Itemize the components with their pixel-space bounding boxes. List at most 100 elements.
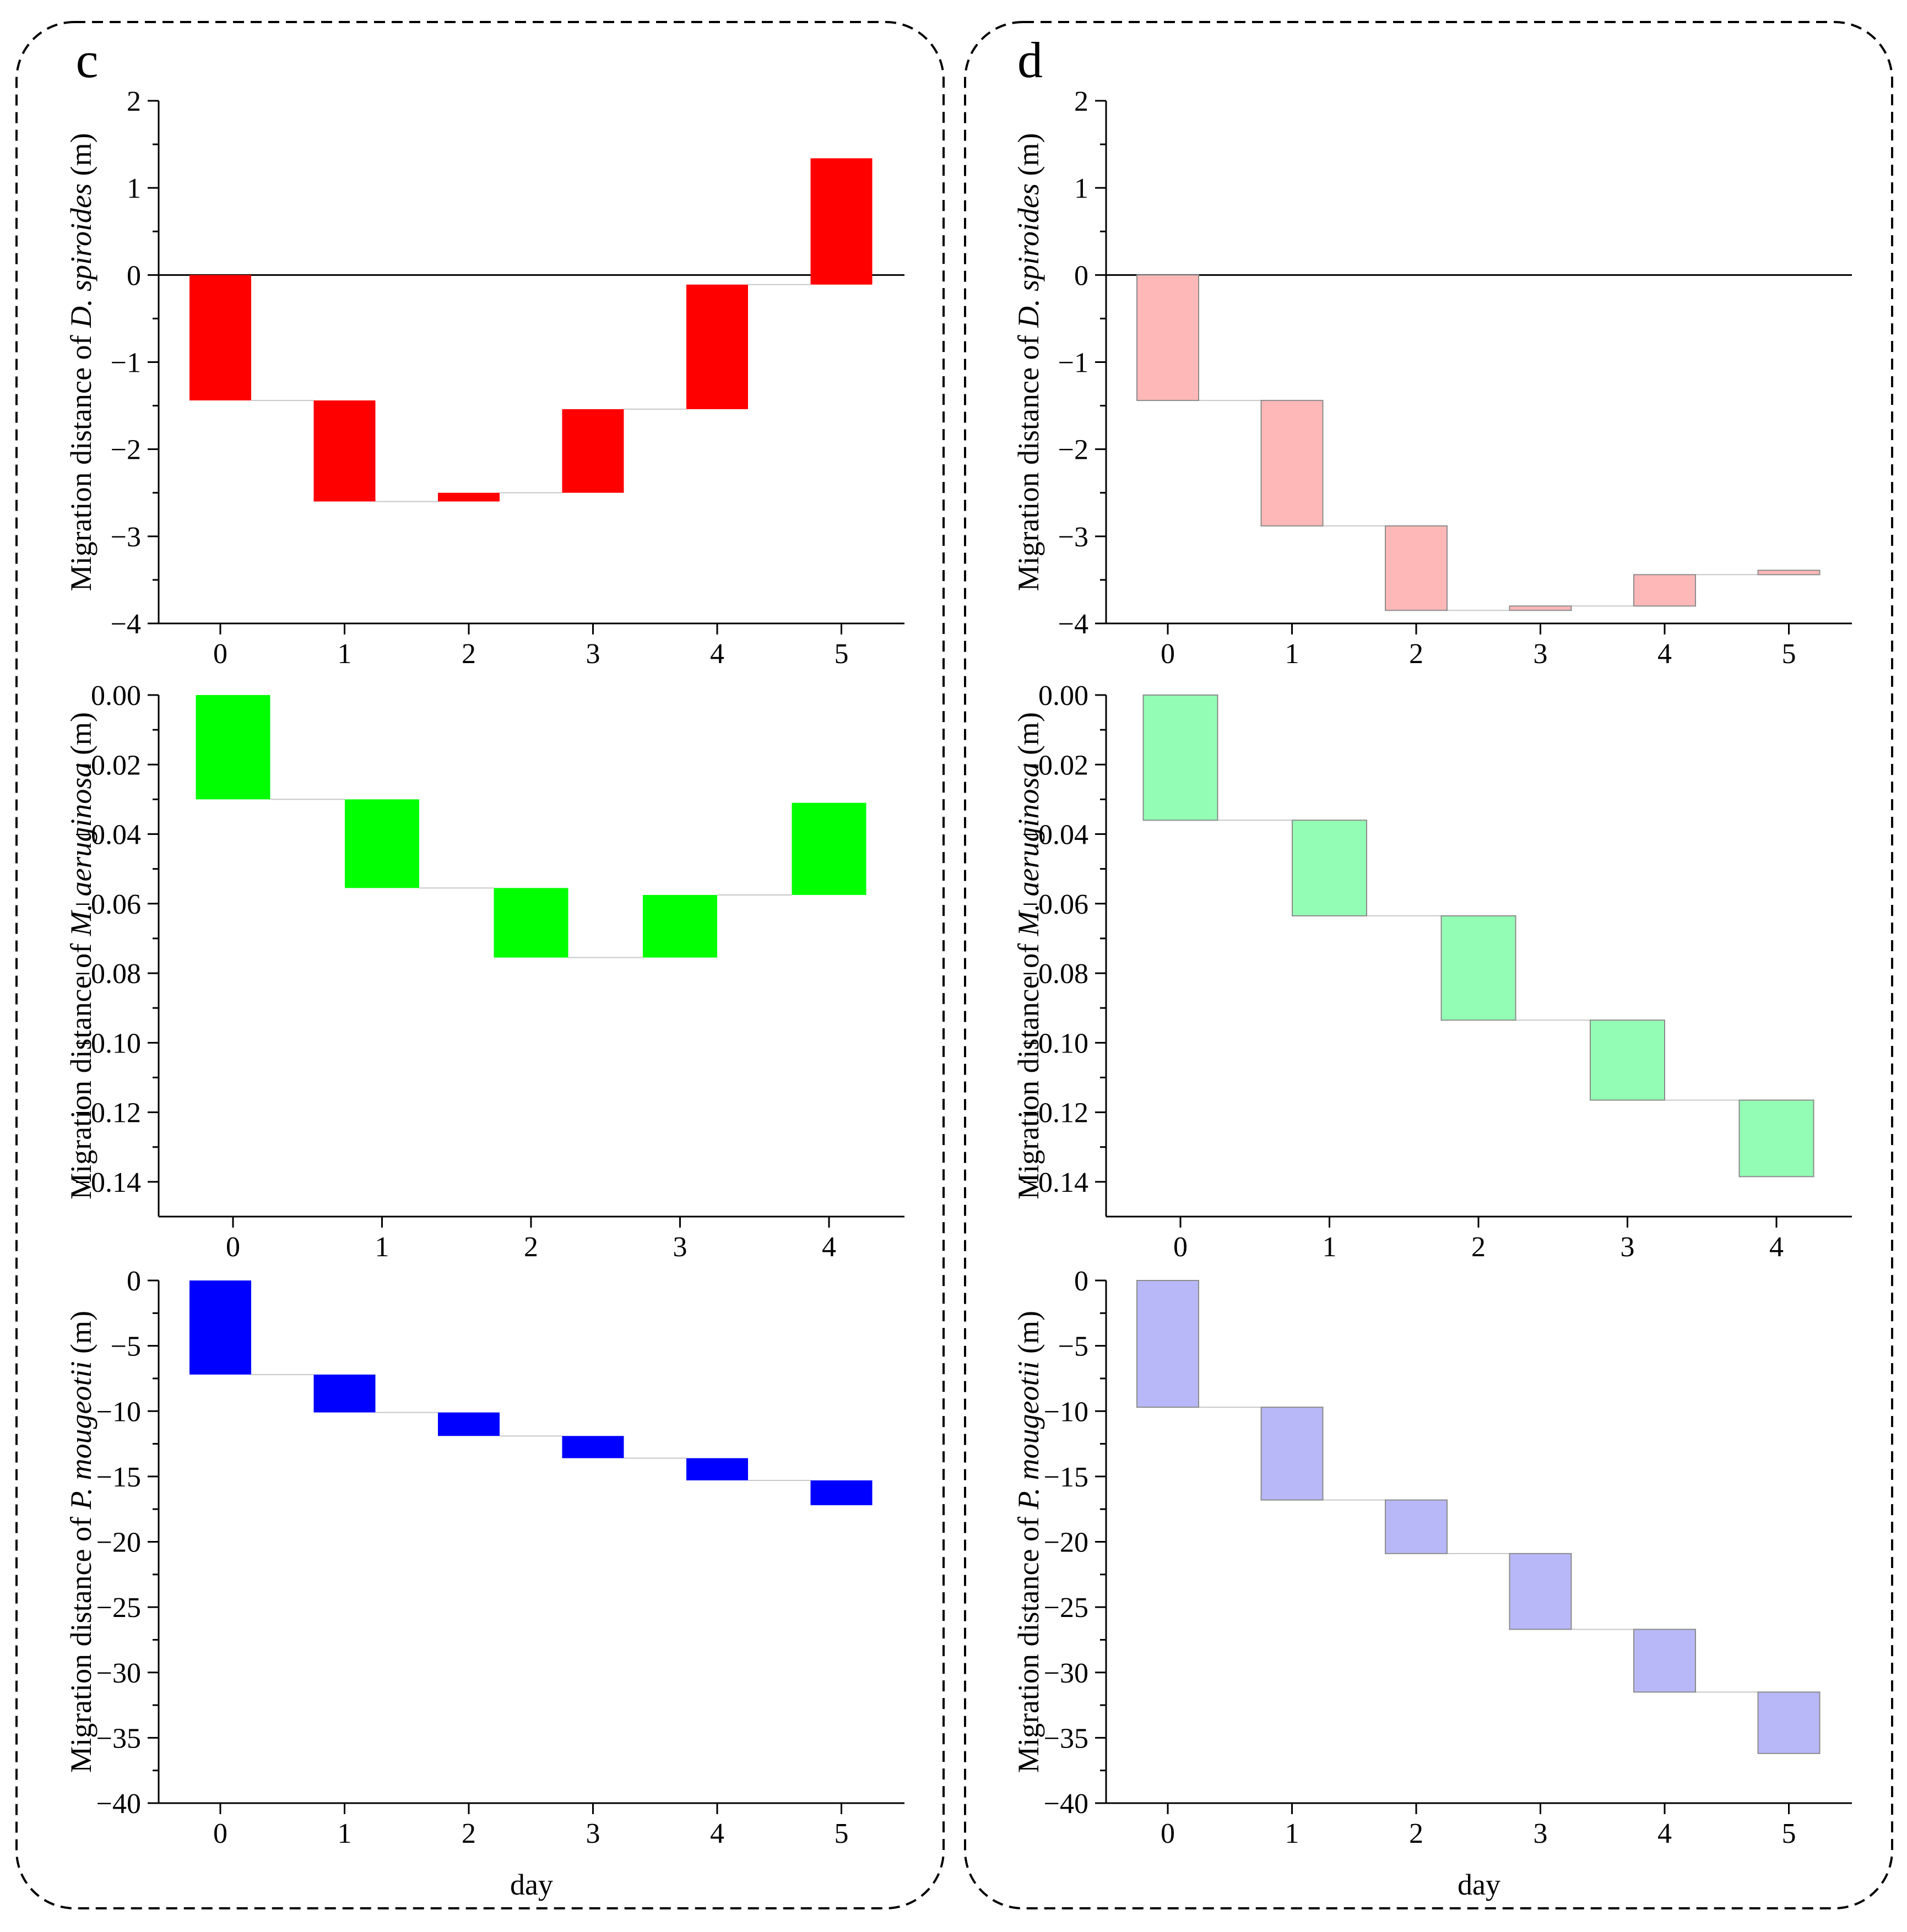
x-tick-label: 2 (524, 1231, 538, 1263)
y-axis-label-suffix: (m) (64, 712, 97, 762)
x-tick-label: 1 (1323, 1231, 1337, 1263)
bar-day-4 (1633, 1629, 1696, 1693)
x-tick-label: 0 (213, 638, 227, 670)
x-tick-label: 1 (338, 1818, 352, 1849)
x-tick-label: 1 (1285, 638, 1299, 670)
y-tick-label: 0 (1074, 260, 1088, 291)
y-tick-label: −0.08 (75, 958, 141, 990)
bar-day-4 (1738, 1099, 1814, 1177)
y-tick-label: −0.08 (1022, 958, 1088, 990)
y-tick-label: −0.10 (1022, 1028, 1088, 1059)
x-tick-label: 4 (710, 1818, 724, 1849)
y-tick-label: −5 (111, 1331, 141, 1363)
x-tick-label: 3 (1621, 1231, 1635, 1263)
y-tick-label: −2 (1058, 435, 1088, 466)
y-tick-label: −3 (1058, 522, 1088, 553)
bar-day-2 (494, 888, 568, 958)
y-tick-label: −10 (96, 1396, 141, 1428)
y-tick-label: −35 (96, 1723, 141, 1754)
y-axis-label-prefix: Migration distance of (64, 328, 97, 591)
y-tick-label: −0.04 (75, 820, 141, 851)
bar-day-3 (1509, 1553, 1572, 1630)
y-tick-label: −1 (111, 348, 141, 379)
bar-day-5 (810, 158, 873, 285)
x-tick-label: 1 (1285, 1818, 1299, 1849)
bar-day-3 (643, 895, 717, 958)
panel-frame-c (15, 21, 945, 1909)
y-tick-label: −5 (1058, 1331, 1088, 1363)
bar-day-0 (1136, 274, 1199, 401)
bar-day-1 (1292, 820, 1367, 916)
bar-day-4 (792, 802, 866, 896)
y-axis-label: Migration distance of P. mougeotii (m) (64, 1311, 97, 1773)
x-tick-label: 3 (1534, 1818, 1548, 1849)
y-tick-label: 0.00 (91, 680, 141, 712)
y-tick-label: −0.10 (75, 1028, 141, 1059)
chart-c-2: −40 −35 −30 −25 −20 −15 −10 −5 0 0 1 2 3 4 5 Migration … (64, 1266, 904, 1901)
x-tick-label: 3 (586, 638, 600, 670)
x-tick-label: 2 (1471, 1231, 1486, 1263)
y-tick-label: −2 (111, 435, 141, 466)
x-tick-label: 3 (586, 1818, 600, 1849)
bar-day-2 (438, 492, 500, 502)
bar-day-0 (196, 695, 270, 800)
y-tick-label: −15 (1044, 1462, 1088, 1493)
y-axis-label-species: D. spiroides (1012, 183, 1045, 328)
x-tick-label: 5 (835, 638, 849, 670)
y-axis-label: Migration distance of M. aeruginosa (m) (64, 712, 97, 1200)
y-axis-label: Migration distance of P. mougeotii (m) (1012, 1311, 1045, 1773)
y-axis-label: Migration distance of D. spiroides (m) (1012, 133, 1045, 591)
bar-day-4 (686, 1458, 748, 1480)
y-axis-label-prefix: Migration distance of (1012, 936, 1045, 1200)
y-tick-label: 2 (1074, 86, 1088, 117)
bar-day-2 (1385, 525, 1448, 611)
bar-day-1 (1260, 1407, 1324, 1501)
x-tick-label: 0 (1161, 638, 1175, 670)
y-tick-label: −0.06 (1022, 889, 1088, 920)
y-tick-label: 2 (127, 86, 141, 117)
y-axis-label-prefix: Migration distance of (1012, 1510, 1045, 1773)
y-tick-label: −15 (96, 1462, 141, 1493)
chart-d-1: −0.14 −0.12 −0.10 −0.08 −0.06 −0.04 −0.02 0.00 0… (1012, 680, 1852, 1263)
y-tick-label: −4 (111, 609, 141, 640)
y-axis-label-species: M. aeruginosa (64, 763, 97, 937)
x-tick-label: 3 (673, 1231, 687, 1263)
bar-day-0 (189, 275, 251, 401)
y-tick-label: −0.02 (75, 750, 141, 781)
y-axis-label-prefix: Migration distance of (1012, 328, 1045, 591)
bar-day-2 (438, 1412, 500, 1436)
y-tick-label: −4 (1058, 609, 1088, 640)
panel-label-c: c (76, 32, 99, 88)
x-tick-label: 3 (1534, 638, 1548, 670)
x-tick-label: 1 (338, 638, 352, 670)
y-tick-label: −40 (96, 1788, 141, 1820)
y-tick-label: −0.14 (75, 1167, 141, 1198)
bar-day-0 (189, 1280, 251, 1375)
y-axis-label-species: M. aeruginosa (1012, 763, 1045, 937)
y-axis-label-prefix: Migration distance of (64, 1510, 97, 1773)
panel-frame-d (964, 21, 1893, 1909)
y-tick-label: 0 (127, 260, 141, 291)
x-tick-label: 0 (213, 1818, 227, 1849)
y-axis-label-prefix: Migration distance of (64, 936, 97, 1200)
bar-day-3 (1509, 605, 1572, 611)
y-tick-label: −0.02 (1022, 750, 1088, 781)
y-axis-label: Migration distance of D. spiroides (m) (64, 133, 97, 591)
bar-day-1 (313, 1374, 376, 1413)
bar-day-5 (1757, 569, 1821, 576)
y-tick-label: −0.12 (1022, 1098, 1088, 1129)
y-axis-label-species: D. spiroides (64, 183, 97, 328)
panel-label-d: d (1017, 32, 1043, 88)
bar-day-2 (1440, 915, 1516, 1021)
chart-d-2: −40 −35 −30 −25 −20 −15 −10 −5 0 0 1 2 3 4 5 Migration … (1012, 1266, 1852, 1901)
x-tick-label: 5 (1782, 1818, 1796, 1849)
y-tick-label: −40 (1044, 1788, 1088, 1820)
y-axis-label-suffix: (m) (1012, 712, 1045, 762)
y-tick-label: −0.14 (1022, 1167, 1088, 1198)
x-tick-label: 0 (1173, 1231, 1188, 1263)
y-tick-label: 0.00 (1038, 680, 1088, 712)
y-tick-label: −30 (1044, 1658, 1088, 1689)
y-tick-label: 0 (127, 1266, 141, 1297)
y-tick-label: −35 (1044, 1723, 1088, 1754)
